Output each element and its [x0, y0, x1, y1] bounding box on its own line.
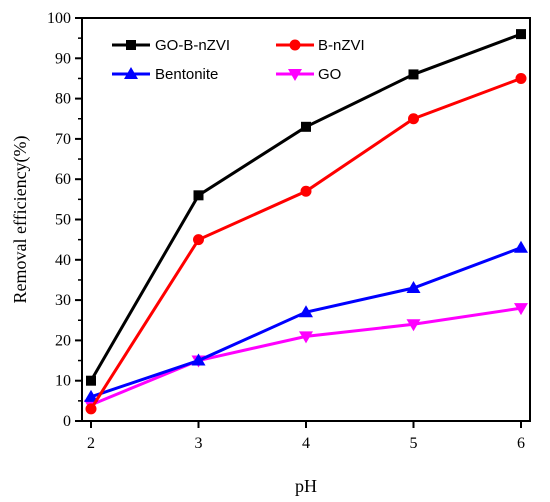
series-layer [84, 29, 528, 415]
legend-marker-go-b-nzvi [126, 40, 136, 50]
legend-marker-b-nzvi [289, 39, 301, 51]
legend-label-b-nzvi: B-nZVI [318, 37, 365, 54]
legend-item-go: GO [276, 66, 341, 83]
data-point-go-b-nzvi [86, 375, 96, 386]
data-point-b-nzvi [85, 403, 97, 415]
data-point-go-b-nzvi [408, 69, 419, 80]
data-point-bentonite [191, 353, 206, 366]
y-tick-label: 80 [55, 91, 71, 108]
x-tick-label: 4 [302, 435, 310, 452]
series-go-b-nzvi [86, 29, 526, 386]
legend-item-go-b-nzvi: GO-B-nZVI [112, 37, 230, 54]
y-tick-label: 10 [55, 373, 71, 390]
axes: 0 10 20 30 40 50 60 70 80 90 100 2 3 4 5 6 [47, 10, 531, 452]
data-point-bentonite [514, 240, 528, 253]
y-tick-label: 100 [47, 10, 71, 27]
legend-marker-bentonite [124, 67, 138, 79]
data-point-b-nzvi [408, 113, 419, 125]
y-axis-label: Removal efficiency(%) [10, 135, 31, 303]
data-point-bentonite [299, 305, 313, 318]
data-point-go-b-nzvi [516, 29, 526, 40]
data-point-go-b-nzvi [301, 121, 311, 132]
x-tick-label: 6 [517, 435, 525, 452]
data-point-go [299, 331, 313, 344]
legend-label-go: GO [318, 66, 341, 83]
x-tick-label: 3 [195, 435, 203, 452]
series-line-go [90, 306, 522, 407]
plot-frame [81, 17, 531, 422]
y-tick-label: 40 [55, 252, 71, 269]
series-line-go-b-nzvi [89, 32, 522, 382]
y-tick-label: 50 [55, 212, 71, 229]
legend-label-go-b-nzvi: GO-B-nZVI [155, 37, 230, 54]
data-point-b-nzvi [193, 234, 204, 246]
legend-item-bentonite: Bentonite [112, 66, 218, 83]
data-point-b-nzvi [515, 72, 527, 84]
y-tick-label: 70 [55, 131, 71, 148]
legend: GO-B-nZVI B-nZVI Bentonite GO [112, 37, 365, 83]
data-point-go [406, 319, 421, 332]
data-point-bentonite [406, 281, 421, 294]
data-point-go-b-nzvi [193, 190, 204, 201]
data-point-b-nzvi [300, 185, 312, 197]
data-point-go [514, 303, 528, 316]
x-tick-label: 5 [410, 435, 418, 452]
y-tick-label: 30 [55, 292, 71, 309]
legend-marker-go [288, 69, 302, 81]
x-axis-label: pH [295, 476, 317, 496]
legend-label-bentonite: Bentonite [155, 66, 218, 83]
data-point-bentonite [84, 389, 98, 402]
y-tick-label: 0 [63, 413, 71, 430]
series-bentonite [84, 240, 528, 402]
y-tick-label: 20 [55, 332, 71, 349]
x-tick-label: 2 [87, 435, 95, 452]
series-b-nzvi [85, 72, 527, 415]
legend-item-b-nzvi: B-nZVI [276, 37, 365, 54]
y-tick-label: 90 [55, 50, 71, 67]
y-tick-label: 60 [55, 171, 71, 188]
series-go [84, 303, 528, 412]
